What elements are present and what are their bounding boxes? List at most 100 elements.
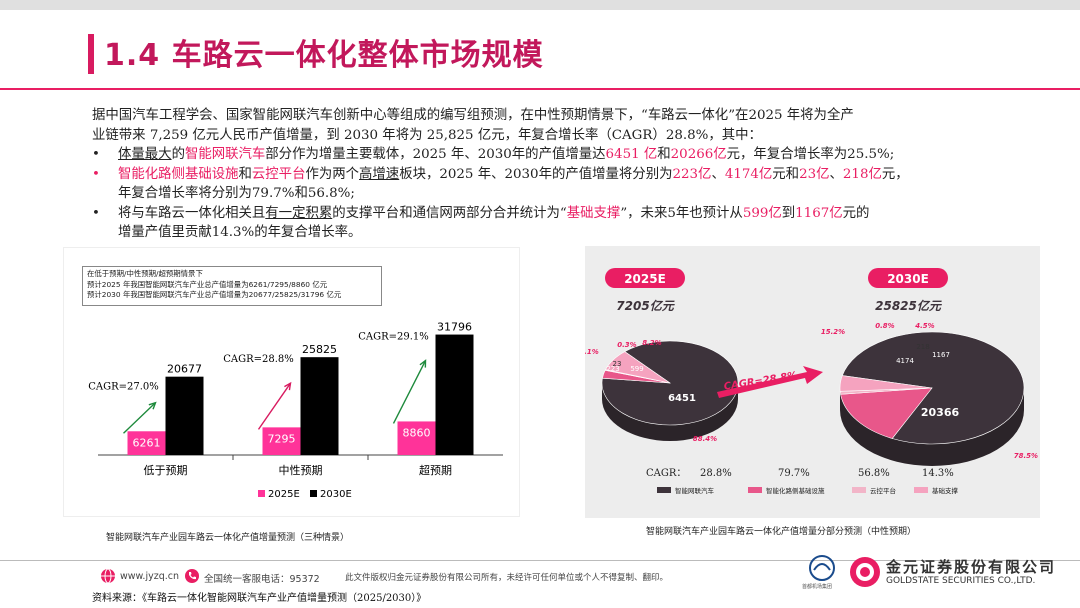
x-tick-label: 中性预期 [279, 463, 323, 477]
pie-pct-label: 78.5% [1014, 452, 1038, 460]
growth-arrow [717, 366, 823, 398]
footer-company-cn: 金元证券股份有限公司 [886, 558, 1057, 576]
pie-slice-value: 1167 [932, 351, 950, 359]
page-title: 1.4 车路云一体化整体市场规模 [104, 38, 544, 73]
b2-j: 元和 [772, 166, 800, 182]
bullet-2: • 智能化路侧基础设施和云控平台作为两个高增速板块，2025 年、2030年的产… [92, 165, 992, 204]
pie-slice-3 [605, 351, 671, 384]
bar-value-label: 6261 [133, 436, 161, 449]
b3-g: 到 [781, 205, 796, 221]
globe-icon [101, 568, 115, 584]
bar-2030E [165, 376, 204, 455]
pie-total-label: 25825亿元 [875, 299, 943, 313]
footer-website[interactable]: www.jyzq.cn [120, 571, 179, 582]
footer-divider [0, 560, 1080, 561]
legend-swatch [914, 487, 928, 493]
legend-label: 智能网联汽车 [675, 486, 715, 495]
source-note: 资料来源：《车路云一体化智能网联汽车产业产值增量预测（2025/2030）》 [92, 593, 427, 604]
b3-a: 将与车路云一体化相关且 [118, 205, 266, 221]
pie-header-label: 2030E [887, 272, 929, 286]
title-accent-bar [88, 34, 94, 74]
bullet-3: • 将与车路云一体化相关且有一定积累的支撑平台和通信网两部分合并统计为“基础支撑… [92, 204, 992, 243]
b2-a: 智能化路侧基础设施 [118, 166, 239, 182]
cagr-row-label: CAGR： [646, 468, 686, 479]
b3-e: ”，未来5年也预计从 [620, 205, 743, 221]
b3-b: 有一定积累 [265, 205, 333, 221]
footer-group: 首都机场集团 [802, 584, 833, 590]
b2-f: 板块，2025 年、2030年的产值增量将分别为 [399, 166, 673, 182]
pie-slice-value: 599 [630, 365, 643, 373]
pie-pct-label: 15.2% [821, 328, 845, 336]
pie-pct-label: 0.3% [617, 341, 636, 349]
legend-swatch [657, 487, 671, 493]
b1-b: 的 [171, 147, 185, 162]
top-bar [0, 0, 1080, 10]
bullet-dot: • [92, 205, 100, 221]
chart-note-box: 在低于预期/中性预期/超预期情景下 预计2025 年我国智能网联汽车产业总产值增… [82, 266, 382, 306]
b3-i: 元的 [842, 205, 870, 221]
cagr-arrow [123, 402, 156, 434]
x-tick-label: 超预期 [419, 463, 452, 477]
pie-slice-3 [839, 375, 933, 392]
pie-slice-value: 23 [613, 360, 622, 368]
b3-c: 的支撑平台和通信网两部分合并统计为“ [332, 205, 567, 221]
b2-e: 高增速 [359, 166, 400, 182]
b2-c: 云控平台 [251, 166, 306, 182]
b2-i: 4174亿 [724, 166, 773, 182]
pie-header-pill [868, 268, 948, 288]
legend-swatch [748, 487, 762, 493]
summary-text: 据中国汽车工程学会、国家智能网联汽车创新中心等组成的编写组预测，在中性预期情景下… [92, 106, 992, 243]
legend-swatch-2025E [258, 490, 265, 497]
b2-n: 元， [881, 166, 909, 182]
bar-chart: 6261 20677 低于预期 CAGR=27.0% 7295 25825 中性预期 CAGR… [88, 321, 503, 500]
x-tick-label: 低于预期 [144, 464, 188, 477]
b2-o: 年复合增长率将分别为79.7%和56.8%; [118, 186, 355, 201]
cagr-arrowhead [148, 401, 157, 410]
cagr-arrowhead [419, 359, 427, 368]
cagr-annotation: CAGR=28.8% [223, 354, 294, 365]
pie-slice-value: 4174 [896, 357, 914, 365]
pie-slice-value: 223 [606, 365, 619, 373]
cagr-annotation: CAGR=27.0% [88, 382, 159, 393]
title-divider [0, 88, 1080, 90]
pie-chart-caption: 智能网联汽车产业园车路云一体化产值增量分部分预测（中性预期） [646, 527, 917, 537]
pie-pct-label: 4.5% [915, 322, 934, 330]
note-line-3: 预计2030 年我国智能网联汽车产业总产值增量为20677/25825/3179… [87, 290, 342, 299]
bar-2030E [435, 334, 474, 455]
pie-main-value: 6451 [668, 393, 696, 404]
b3-j: 增量产值里贡献14.3%的年复合增长率。 [118, 225, 362, 240]
b2-l: 、 [829, 166, 843, 182]
pie-total-label: 7205亿元 [616, 299, 675, 313]
note-line-1: 在低于预期/中性预期/超预期情景下 [87, 269, 203, 278]
b1-d: 部分作为增量主要载体，2025 年、2030年的产值增量达 [265, 147, 606, 162]
b1-f: 和 [657, 147, 671, 162]
cagr-arrow [392, 360, 427, 424]
cagr-row-value: 28.8% [700, 468, 732, 479]
legend-label: 云控平台 [870, 486, 896, 495]
footer-copyright: 此文件版权归金元证券股份有限公司所有，未经许可任何单位或个人不得复制、翻印。 [345, 573, 669, 583]
pie-pct-label: 0.8% [875, 322, 894, 330]
pie-side-wall [840, 388, 1024, 466]
b2-k: 23亿 [799, 166, 830, 182]
bar-value-label: 7295 [268, 432, 296, 445]
cagr-row-value: 14.3% [922, 468, 954, 479]
bar-2025E [262, 427, 301, 455]
legend-label: 2025E [268, 489, 300, 500]
pie-header-pill [605, 268, 685, 288]
cagr-row-value: 56.8% [858, 468, 890, 479]
bar-value-label: 8860 [403, 426, 431, 439]
bullet-1: • 体量最大的智能网联汽车部分作为增量主要载体，2025 年、2030年的产值增… [92, 145, 992, 165]
b3-h: 1167亿 [795, 205, 843, 221]
cagr-arrow [257, 382, 292, 430]
bar-2025E [397, 421, 436, 455]
b2-g: 223亿 [672, 166, 712, 182]
intro-line-2: 业链带来 7,259 亿元人民币产值增量，到 2030 年将为 25,825 亿… [92, 127, 762, 143]
pie-pct-label: 8.2% [642, 339, 661, 347]
note-line-2: 预计2025 年我国智能网联汽车产业总产值增量为6261/7295/8860 亿… [87, 279, 328, 289]
pie-side-wall [602, 383, 738, 441]
bar-2030E [300, 357, 339, 455]
legend-label: 2030E [320, 489, 352, 500]
bar-2025E [127, 431, 166, 455]
legend-label: 基础支撑 [932, 486, 959, 495]
